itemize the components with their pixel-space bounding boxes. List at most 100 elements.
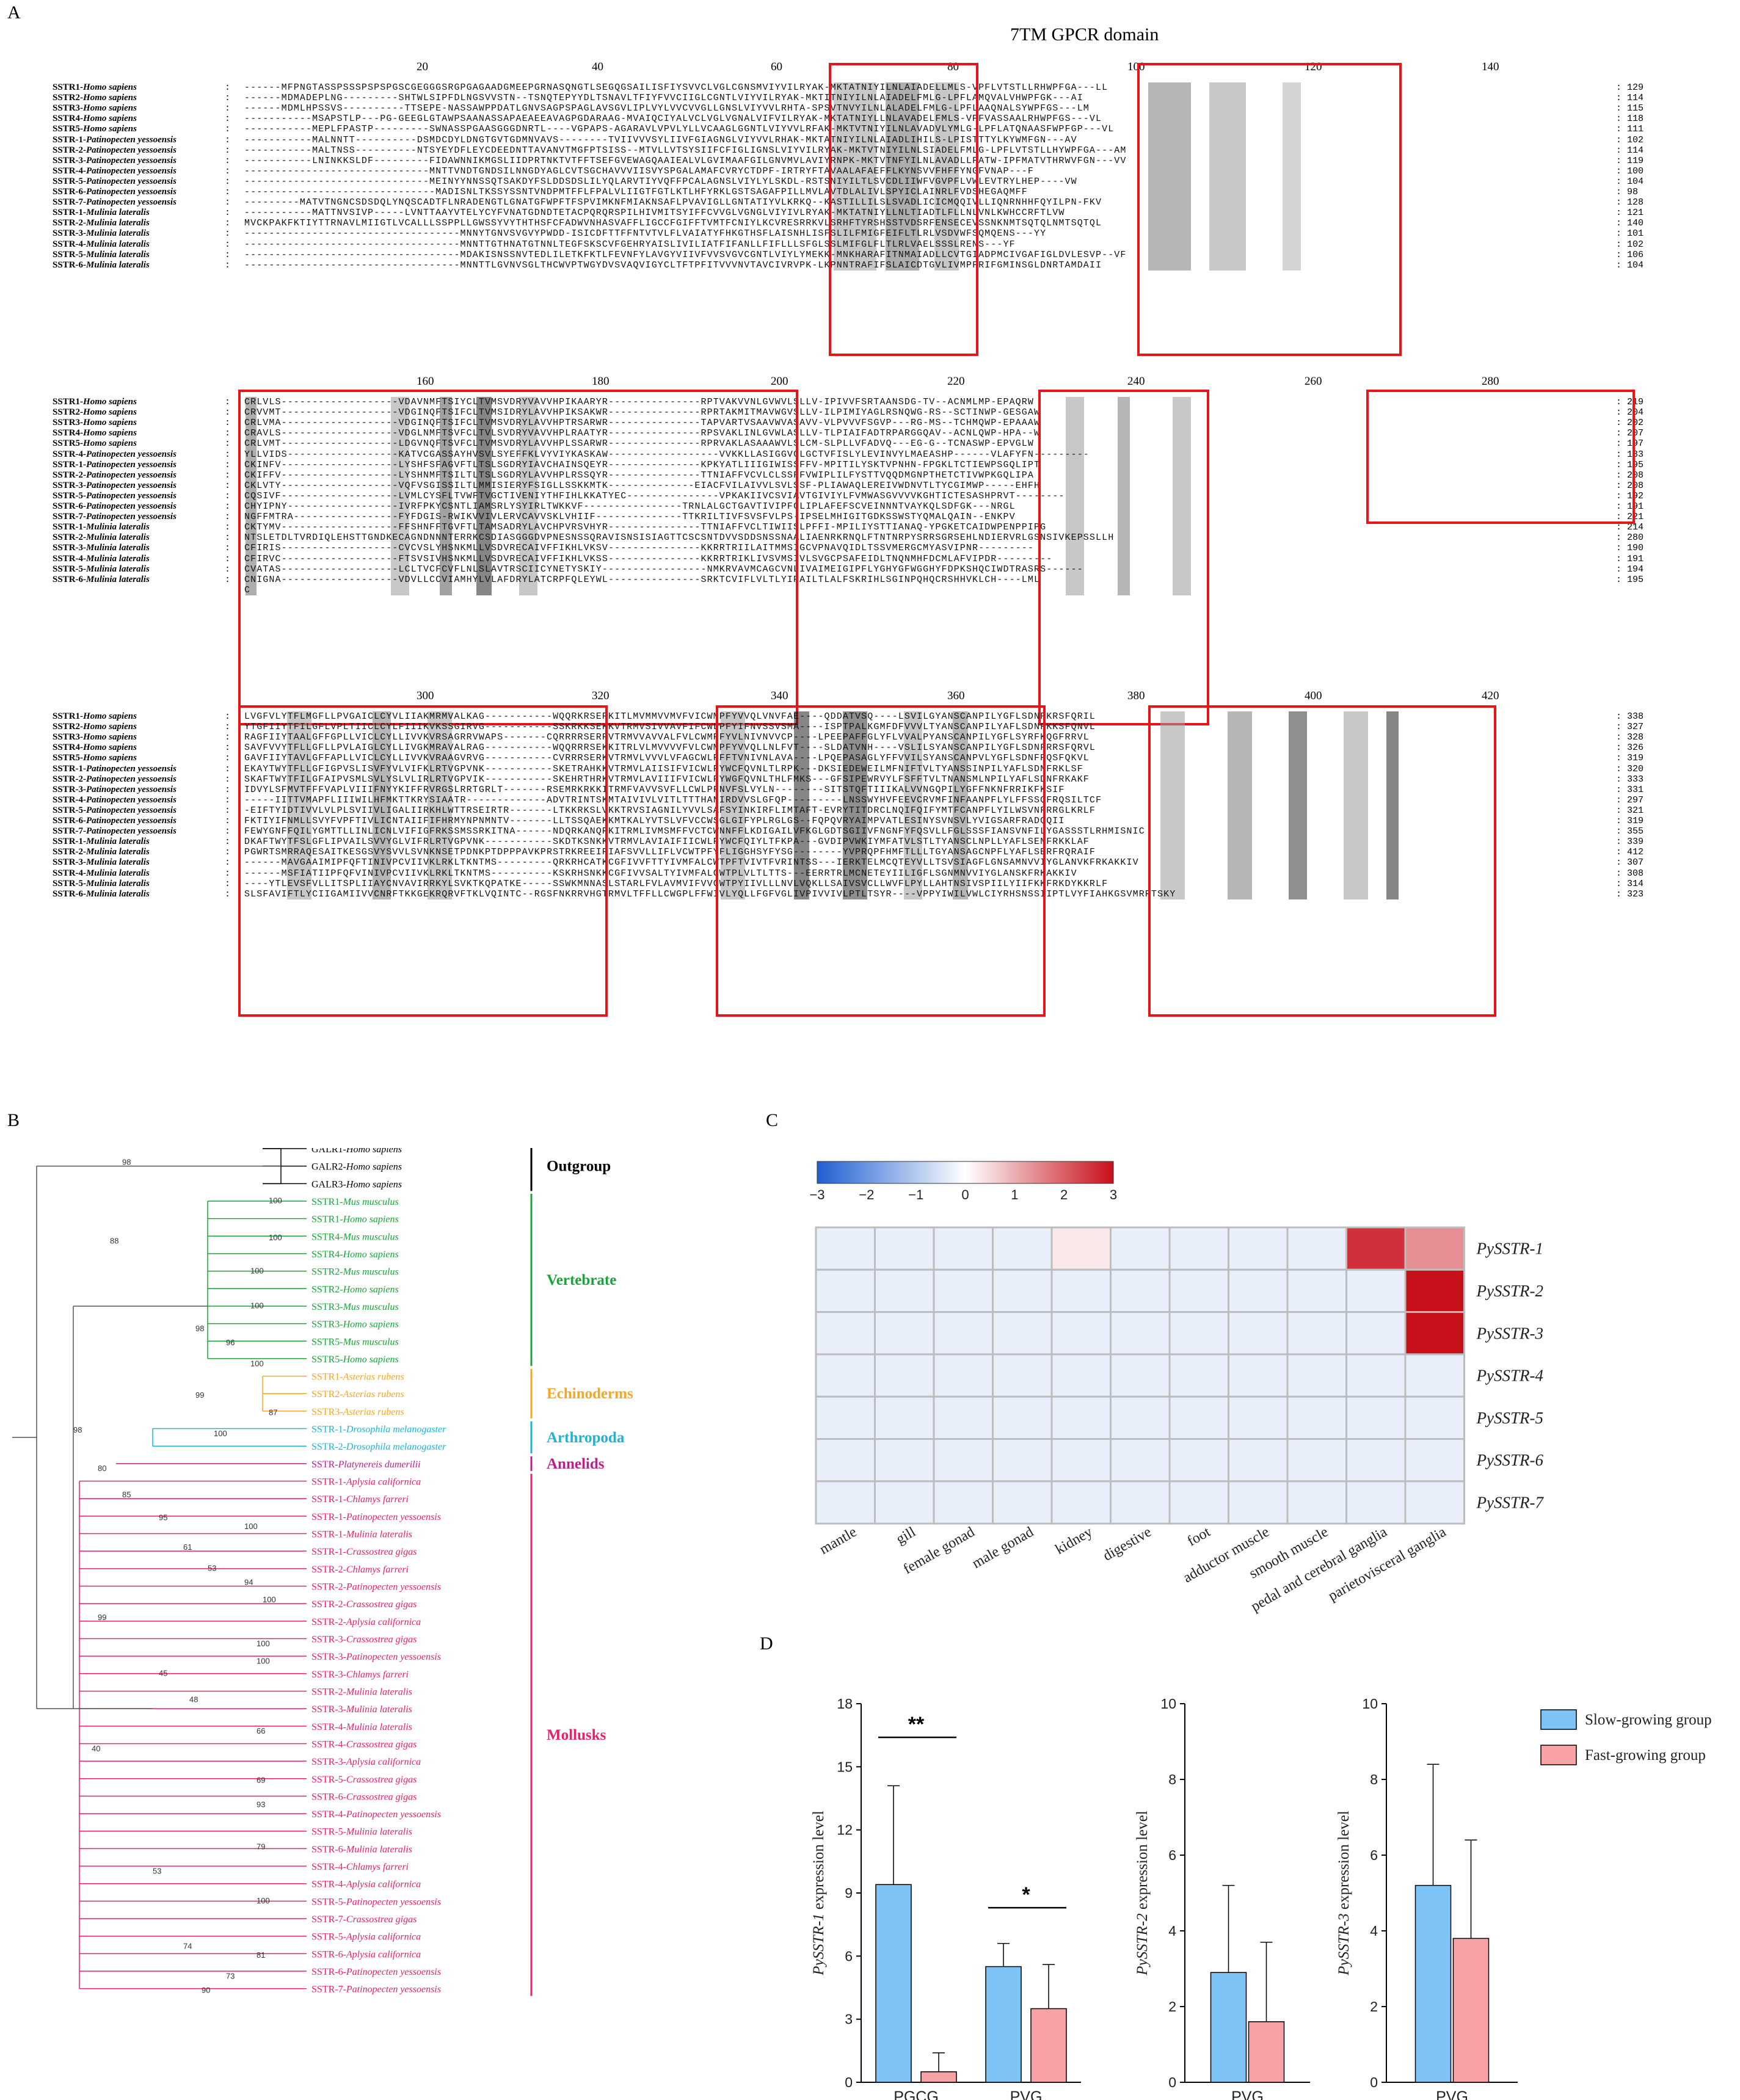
- separator-colon: :: [225, 103, 231, 114]
- heatmap-cell: [1286, 1311, 1347, 1356]
- sequence-end-position: : 104: [1616, 176, 1644, 187]
- leaf-species: Mus musculus: [343, 1197, 399, 1207]
- conserved-residue-shading: [287, 711, 311, 899]
- heatmap-cell: [874, 1268, 935, 1313]
- sequence-residues: ------MAVGAAIMIPFQFTINIVPCVIIVKLRKLTKNTM…: [244, 857, 1139, 868]
- leaf-species: Aplysia californica: [346, 1880, 421, 1890]
- alignment-row: SSTR-5-Mulinia lateralis: CVATAS---------…: [53, 564, 1702, 575]
- bootstrap-value: 98: [122, 1158, 131, 1167]
- leaf-protein: SSTR-6-: [311, 1949, 346, 1960]
- separator-colon: :: [225, 878, 231, 889]
- heatmap-cell: [874, 1353, 935, 1398]
- separator-colon: :: [225, 857, 231, 868]
- bootstrap-value: 53: [153, 1866, 161, 1875]
- tree-leaf-label: SSTR-6-Mulinia lateralis: [311, 1844, 412, 1855]
- sequence-name: SSTR-7-Patinopecten yessoensis: [53, 826, 224, 837]
- heatmap-cell: [1286, 1438, 1347, 1483]
- sequence-end-position: : 314: [1616, 878, 1644, 889]
- protein-name: SSTR5-: [53, 753, 84, 763]
- sequence-residues: CKIFFV-------------------LYSHNMFTSILTLTS…: [244, 470, 1034, 481]
- panel-label-d: D: [760, 1633, 773, 1654]
- sequence-end-position: : 114: [1616, 145, 1644, 156]
- sequence-end-position: : 328: [1616, 732, 1644, 743]
- leaf-species: Crassostrea gigas: [346, 1739, 417, 1749]
- sequence-end-position: : 106: [1616, 249, 1644, 260]
- protein-name: SSTR-5-: [53, 878, 87, 888]
- sequence-end-position: : 118: [1616, 114, 1644, 125]
- sequence-residues: -----------------------------------MDAKI…: [244, 249, 1127, 260]
- legend-swatch-fast: [1540, 1745, 1577, 1765]
- ruler-position-label: 220: [947, 375, 965, 388]
- y-tick-label: 8: [1370, 1771, 1378, 1787]
- leaf-species: Homo sapiens: [346, 1179, 402, 1190]
- leaf-protein: SSTR-3-: [311, 1757, 346, 1767]
- conserved-residue-shading: [1118, 397, 1130, 595]
- sequence-end-position: : 219: [1616, 397, 1644, 407]
- sequence-end-position: : 307: [1616, 857, 1644, 868]
- sequence-end-position: : 331: [1616, 784, 1644, 795]
- tree-leaf-label: SSTR-5-Patinopecten yessoensis: [311, 1897, 441, 1907]
- significance-marker: **: [908, 1713, 925, 1736]
- sequence-residues: LVGFVLYTFLMGFLLPVGAICLCYVLIIAKMRMVALKAG-…: [244, 711, 1096, 722]
- legend-swatch-slow: [1540, 1709, 1577, 1730]
- protein-name: SSTR1-: [53, 711, 84, 721]
- bootstrap-value: 81: [257, 1950, 265, 1960]
- heatmap-cell: [1050, 1268, 1112, 1313]
- sequence-name: SSTR-5-Mulinia lateralis: [53, 564, 224, 575]
- bootstrap-value: 100: [214, 1429, 227, 1438]
- y-tick-label: 6: [845, 1948, 853, 1964]
- heatmap-cell: [933, 1438, 994, 1483]
- heatmap-cell: [874, 1480, 935, 1525]
- sequence-end-position: : 208: [1616, 470, 1644, 481]
- conserved-residue-shading: [391, 397, 409, 595]
- y-tick-label: 10: [1160, 1696, 1176, 1712]
- bootstrap-value: 100: [269, 1233, 282, 1242]
- y-axis-label-gene: PySSTR-2: [1134, 1913, 1151, 1975]
- group-label: Annelids: [547, 1456, 605, 1472]
- heatmap-cell: [933, 1480, 994, 1525]
- bar: [1030, 2008, 1067, 2083]
- sequence-residues: CRVVMT-------------------VDGINQFTSIFCLTV…: [244, 407, 1041, 418]
- leaf-species: Homo sapiens: [343, 1320, 399, 1330]
- leaf-species: Asterias rubens: [343, 1372, 404, 1382]
- y-axis-label-text: expression level: [810, 1811, 827, 1913]
- protein-name: SSTR3-: [53, 732, 84, 743]
- group-label: Vertebrate: [547, 1272, 616, 1288]
- protein-name: SSTR4-: [53, 114, 84, 124]
- leaf-species: Drosophila melanogaster: [346, 1442, 446, 1452]
- sequence-residues: FKTIYIFNMLLSVYFVPFTIVLICNTAIIFIFHRMYNPNM…: [244, 816, 1065, 826]
- sequence-residues: ----YTLEVSFVLLITSPLIIAYCNVAVIRRKYLSVKTKQ…: [244, 878, 1108, 889]
- sequence-end-position: : 128: [1616, 197, 1644, 208]
- sequence-end-position: : 191: [1616, 501, 1644, 512]
- heatmap-cell: [992, 1353, 1053, 1398]
- alignment-row: SSTR-6-Patinopecten yessoensis: FKTIYIFNM…: [53, 816, 1702, 826]
- heatmap-cell: [1404, 1268, 1465, 1313]
- species-name: Patinopecten yessoensis: [86, 176, 177, 186]
- tree-leaf-label: SSTR-1-Patinopecten yessoensis: [311, 1512, 441, 1522]
- protein-name: SSTR-6-: [53, 187, 87, 197]
- species-name: Homo sapiens: [83, 732, 137, 743]
- sequence-name: SSTR-5-Mulinia lateralis: [53, 879, 224, 889]
- sequence-name: SSTR-7-Patinopecten yessoensis: [53, 512, 224, 522]
- protein-name: SSTR-7-: [53, 512, 87, 522]
- separator-colon: :: [225, 208, 231, 219]
- tree-leaf-label: SSTR4-Mus musculus: [311, 1232, 399, 1242]
- sequence-residues: -------------------------------MADISNLTK…: [244, 187, 1028, 197]
- y-tick-label: 0: [845, 2074, 853, 2090]
- leaf-protein: SSTR-: [311, 1459, 338, 1470]
- bar: [920, 2071, 957, 2083]
- species-name: Patinopecten yessoensis: [86, 512, 177, 522]
- species-name: Homo sapiens: [83, 103, 137, 114]
- leaf-species: Mus musculus: [343, 1267, 399, 1277]
- tree-leaf-label: SSTR-6-Aplysia californica: [311, 1949, 421, 1960]
- tree-leaf-label: SSTR3-Asterias rubens: [311, 1407, 404, 1417]
- bootstrap-value: 100: [263, 1595, 276, 1604]
- bootstrap-value: 73: [226, 1971, 235, 1980]
- separator-colon: :: [225, 459, 231, 470]
- leaf-species: Mulinia lateralis: [346, 1844, 412, 1855]
- bootstrap-value: 80: [98, 1464, 106, 1473]
- sequence-name: SSTR-1-Mulinia lateralis: [53, 522, 224, 532]
- leaf-protein: SSTR4-: [311, 1232, 343, 1242]
- y-tick-label: 2: [1370, 1999, 1378, 2015]
- alignment-row: SSTR2-Homo sapiens: YTGFIIYTFILGFLVPLTIIC…: [53, 722, 1702, 732]
